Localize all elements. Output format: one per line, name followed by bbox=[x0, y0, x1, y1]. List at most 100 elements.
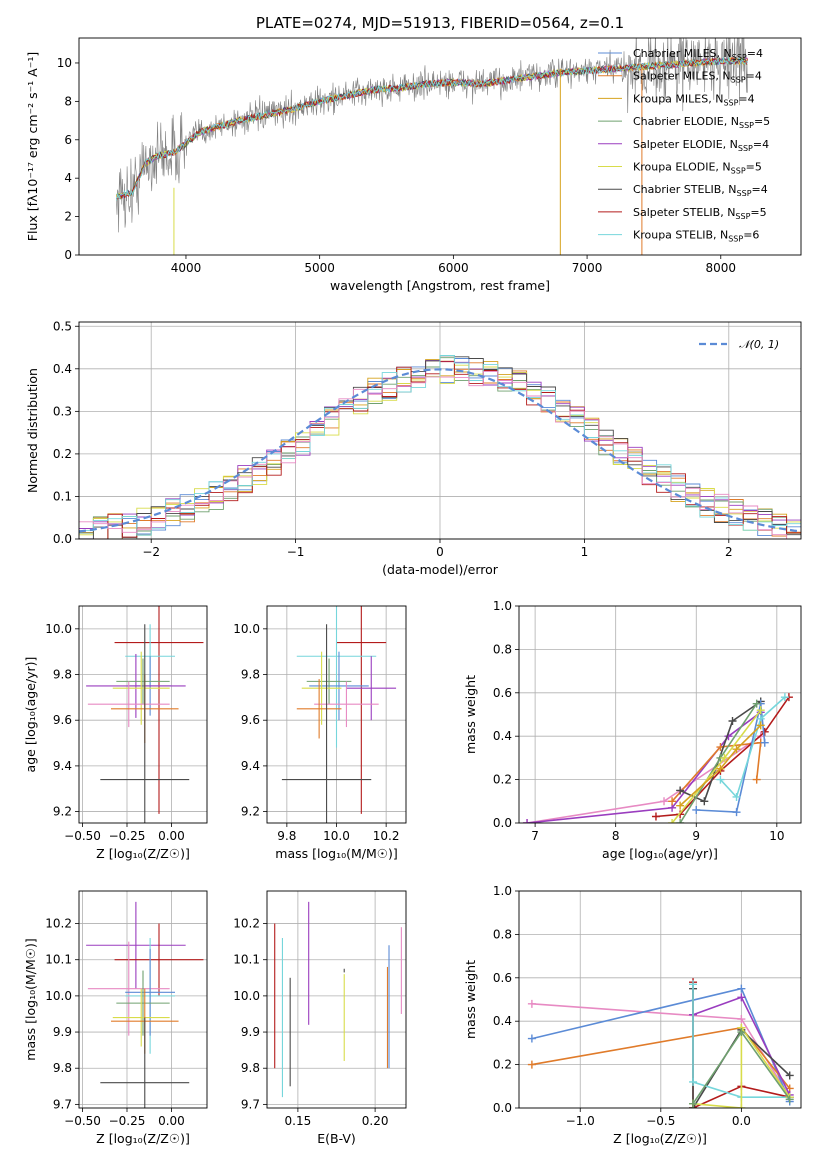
y-tick-label: 0.6 bbox=[493, 686, 512, 700]
panel-age_weight: 7 8 9 10 0.0 0.2 0.4 0.6 0.8 1.0 age [log₁₀(age/yr… bbox=[463, 599, 802, 861]
y-tick-label: 9.7 bbox=[53, 1097, 72, 1111]
x-tick-label: −0.5 bbox=[646, 1114, 675, 1128]
weight-line bbox=[679, 724, 762, 807]
normal-curve bbox=[79, 368, 801, 533]
weight-marker bbox=[689, 980, 698, 989]
plot-area bbox=[281, 606, 397, 823]
panel-z_mass: −0.50 −0.25 0.00 9.7 9.8 9.9 10.0 10.1 10.2 Z [lo… bbox=[23, 890, 208, 1146]
y-tick-label: 0.0 bbox=[493, 816, 512, 830]
y-axis-label: age [log₁₀(age/yr)] bbox=[23, 657, 38, 773]
x-axis-label: Z [log₁₀(Z/Z☉)] bbox=[96, 846, 190, 861]
weight-marker bbox=[523, 819, 532, 823]
weight-marker bbox=[692, 805, 701, 814]
weight-marker bbox=[651, 812, 660, 821]
y-tick-label: 0.2 bbox=[493, 1058, 512, 1072]
plot-area bbox=[86, 606, 204, 823]
y-axis-label: mass weight bbox=[463, 960, 478, 1039]
x-axis-label: (data-model)/error bbox=[382, 562, 499, 577]
y-tick-label: 9.6 bbox=[241, 713, 260, 727]
y-tick-label: 10.1 bbox=[45, 953, 72, 967]
x-tick-label: 0.00 bbox=[158, 1114, 185, 1128]
weight-marker bbox=[689, 1077, 698, 1086]
weight-marker bbox=[756, 706, 765, 715]
panel-mass_age: 9.8 10.0 10.2 9.2 9.4 9.6 9.8 10.0 mass [log₁₀(M… bbox=[233, 605, 407, 861]
weight-line bbox=[527, 711, 762, 823]
y-tick-label: 1.0 bbox=[493, 884, 512, 898]
weight-marker bbox=[752, 699, 761, 708]
y-tick-label: 4 bbox=[64, 171, 72, 185]
y-tick-label: 9.9 bbox=[53, 1025, 72, 1039]
weight-marker bbox=[676, 810, 685, 819]
x-tick-label: −0.50 bbox=[64, 1114, 101, 1128]
x-tick-label: 0.0 bbox=[732, 1114, 751, 1128]
weight-line bbox=[692, 984, 790, 1098]
x-tick-label: 7 bbox=[531, 829, 539, 843]
y-tick-label: 0.6 bbox=[493, 971, 512, 985]
weight-marker bbox=[700, 797, 709, 806]
weight-line bbox=[692, 1025, 791, 1108]
legend-entry: Salpeter MILES, NSSP=4 bbox=[633, 70, 762, 85]
weight-marker bbox=[728, 717, 737, 726]
legend-entry: Kroupa ELODIE, NSSP=5 bbox=[633, 161, 762, 176]
y-tick-label: 1.0 bbox=[493, 599, 512, 613]
y-tick-label: 10.2 bbox=[45, 917, 72, 931]
y-tick-label: 9.8 bbox=[241, 1061, 260, 1075]
y-axis-label: mass weight bbox=[463, 675, 478, 754]
x-tick-label: 0.20 bbox=[362, 1114, 389, 1128]
y-tick-label: 10.0 bbox=[45, 989, 72, 1003]
axes-frame bbox=[78, 890, 208, 1109]
axes-frame bbox=[518, 605, 802, 824]
weight-marker bbox=[720, 753, 729, 762]
y-tick-label: 0.2 bbox=[53, 447, 72, 461]
y-tick-label: 10.0 bbox=[45, 622, 72, 636]
panel-z_weight: −1.0 −0.5 0.0 0.0 0.2 0.4 0.6 0.8 1.0 Z [log₁₀(Z/… bbox=[463, 884, 802, 1146]
x-tick-label: −0.25 bbox=[109, 1114, 146, 1128]
y-axis-label: Flux [fλ10⁻¹⁷ erg cm⁻² s⁻¹ A⁻¹] bbox=[25, 52, 40, 241]
weight-line bbox=[655, 696, 790, 818]
x-tick-label: 0.15 bbox=[285, 1114, 312, 1128]
y-tick-label: 9.4 bbox=[53, 759, 72, 773]
axes-frame bbox=[78, 605, 208, 824]
weight-marker bbox=[760, 738, 769, 747]
x-tick-label: 8 bbox=[612, 829, 620, 843]
weight-marker bbox=[527, 1060, 536, 1069]
histogram-line bbox=[79, 355, 801, 536]
x-tick-label: 2 bbox=[725, 545, 733, 559]
y-tick-label: 10 bbox=[57, 56, 72, 70]
weight-marker bbox=[716, 764, 725, 773]
weight-marker bbox=[780, 693, 789, 702]
x-tick-label: 10.2 bbox=[373, 829, 400, 843]
y-tick-label: 0.3 bbox=[53, 404, 72, 418]
y-tick-label: 9.9 bbox=[241, 1025, 260, 1039]
y-tick-label: 0.0 bbox=[493, 1101, 512, 1115]
y-tick-label: 9.8 bbox=[53, 668, 72, 682]
weight-line bbox=[719, 696, 786, 799]
y-tick-label: 9.4 bbox=[241, 759, 260, 773]
x-tick-label: 8000 bbox=[706, 261, 737, 275]
y-axis-label: mass [log₁₀(M/M☉)] bbox=[23, 938, 38, 1060]
x-tick-label: 9 bbox=[692, 829, 700, 843]
weight-marker bbox=[668, 819, 677, 823]
legend-entry: Salpeter STELIB, NSSP=5 bbox=[633, 206, 767, 221]
y-tick-label: 0.8 bbox=[493, 642, 512, 656]
weight-marker bbox=[527, 1034, 536, 1043]
legend-entry: Chabrier ELODIE, NSSP=5 bbox=[633, 115, 770, 130]
weight-marker bbox=[785, 1095, 794, 1104]
weight-marker bbox=[737, 1104, 746, 1108]
x-axis-label: age [log₁₀(age/yr)] bbox=[602, 846, 718, 861]
plot-area bbox=[274, 901, 402, 1098]
x-tick-label: −1.0 bbox=[566, 1114, 595, 1128]
x-tick-label: 6000 bbox=[438, 261, 469, 275]
y-tick-label: 0.4 bbox=[493, 729, 512, 743]
weight-marker bbox=[760, 727, 769, 736]
x-tick-label: 1 bbox=[581, 545, 589, 559]
x-axis-label: wavelength [Angstrom, rest frame] bbox=[330, 278, 550, 293]
legend-entry: Chabrier MILES, NSSP=4 bbox=[633, 47, 763, 62]
x-tick-label: 9.8 bbox=[277, 829, 296, 843]
weight-marker bbox=[676, 801, 685, 810]
axes-frame bbox=[78, 37, 802, 256]
histogram-line bbox=[79, 371, 801, 539]
weight-marker bbox=[732, 792, 741, 801]
